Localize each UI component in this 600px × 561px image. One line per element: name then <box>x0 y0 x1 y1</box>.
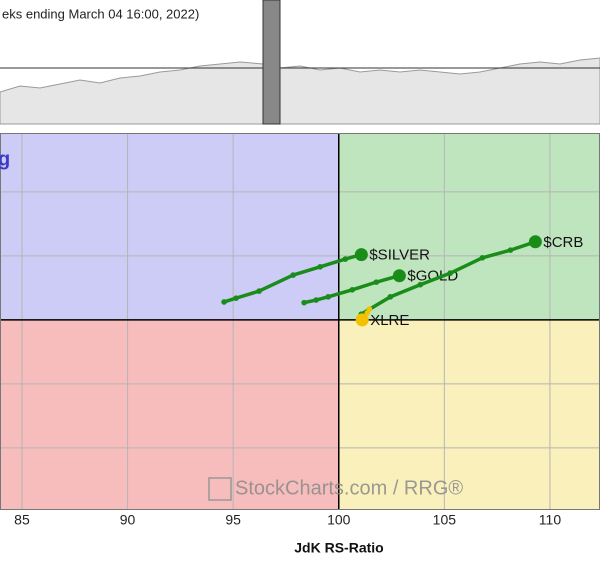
trail-point <box>447 270 454 276</box>
subtitle: eks ending March 04 16:00, 2022) <box>2 6 199 21</box>
series-label: $SILVER <box>369 247 430 264</box>
trail-head <box>528 235 542 249</box>
watermark-icon <box>208 477 232 501</box>
overview-window <box>262 0 281 125</box>
quadrant-leading <box>338 133 600 320</box>
trail-point <box>349 287 356 293</box>
x-tick-label: 95 <box>225 512 241 528</box>
x-tick-label: 85 <box>14 512 30 528</box>
trail-point <box>342 256 349 262</box>
trail-point <box>387 294 394 300</box>
trail-point <box>507 247 514 253</box>
trail-point <box>233 295 239 301</box>
trail-head <box>355 313 369 327</box>
x-tick-label: 100 <box>327 512 351 528</box>
trail-point <box>221 299 227 305</box>
x-tick-label: 110 <box>539 512 562 528</box>
trail-point <box>256 288 262 294</box>
trail-point <box>479 255 486 261</box>
trail-point <box>417 281 424 288</box>
trail-point <box>325 294 331 300</box>
watermark: StockCharts.com / RRG® <box>235 477 463 499</box>
trail-point <box>317 263 323 270</box>
trail-point <box>290 272 296 278</box>
quadrant-label: g <box>0 148 10 170</box>
x-tick-label: 105 <box>433 512 457 528</box>
quadrant-weakening <box>338 319 600 510</box>
series-label: XLRE <box>370 312 409 329</box>
trail-point <box>373 279 380 285</box>
trail-point <box>364 310 371 316</box>
trail-point <box>313 297 319 303</box>
trail-head <box>392 269 406 283</box>
series-label: $CRB <box>543 234 583 251</box>
trail-head <box>354 248 368 262</box>
x-tick-label: 90 <box>120 512 136 528</box>
overview-area <box>0 57 600 125</box>
quadrant-improving <box>0 133 339 320</box>
series-label: $GOLD <box>407 268 458 285</box>
x-axis-title: JdK RS-Ratio <box>294 540 383 556</box>
trail-point <box>301 299 307 306</box>
quadrant-lagging <box>0 319 339 510</box>
